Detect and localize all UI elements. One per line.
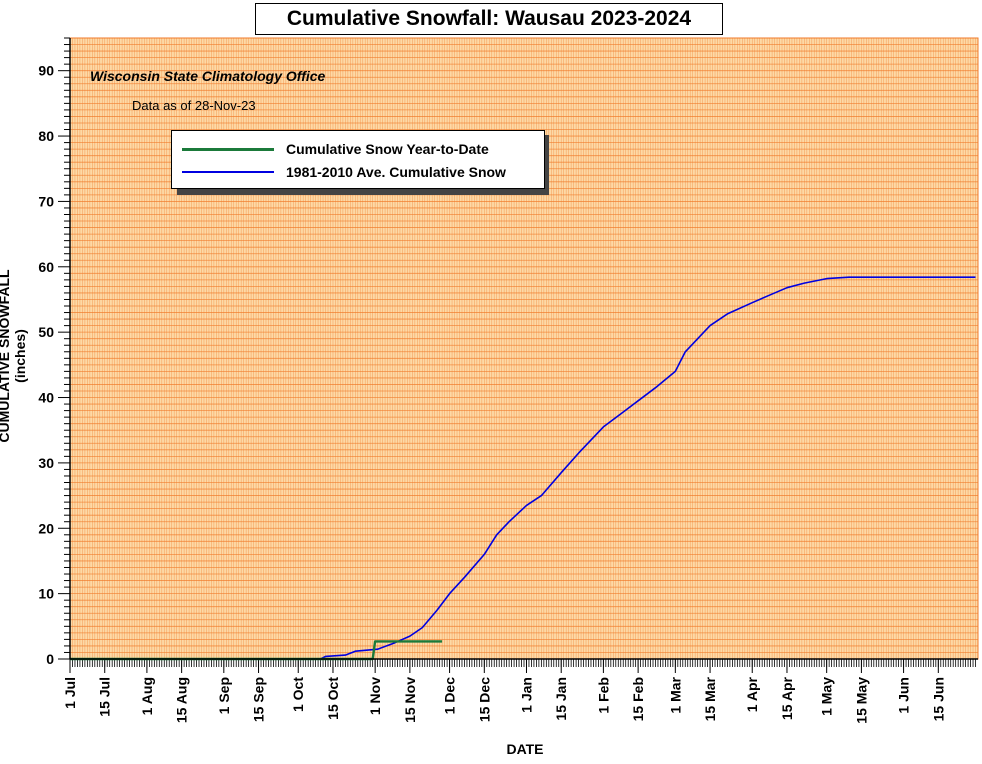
y-tick-label: 10 xyxy=(38,586,54,602)
x-tick-label: 1 Mar xyxy=(667,676,683,713)
x-tick-label: 15 Dec xyxy=(476,677,492,722)
x-tick-label: 15 Nov xyxy=(402,677,418,723)
x-tick-label: 15 Jul xyxy=(97,677,113,717)
x-tick-label: 1 Apr xyxy=(744,676,760,712)
x-tick-label: 15 May xyxy=(853,677,869,724)
x-tick-label: 1 Oct xyxy=(290,677,306,712)
x-tick-label: 15 Jun xyxy=(930,677,946,721)
x-tick-label: 15 Feb xyxy=(630,677,646,721)
chart-title: Cumulative Snowfall: Wausau 2023-2024 xyxy=(255,3,723,35)
legend-item-ytd: Cumulative Snow Year-to-Date xyxy=(182,139,489,159)
y-tick-label: 90 xyxy=(38,63,54,79)
x-tick-label: 1 Feb xyxy=(595,677,611,714)
data-as-of-label: Data as of 28-Nov-23 xyxy=(132,98,256,113)
y-tick-label: 80 xyxy=(38,128,54,144)
y-tick-label: 30 xyxy=(38,455,54,471)
x-tick-label: 1 Nov xyxy=(367,677,383,715)
x-tick-label: 1 Jan xyxy=(518,677,534,713)
x-tick-label: 1 Jul xyxy=(62,677,78,709)
x-tick-label: 15 Apr xyxy=(779,676,795,720)
x-tick-label: 1 Aug xyxy=(139,677,155,715)
x-tick-label: 1 Sep xyxy=(216,677,232,714)
legend-item-avg: 1981-2010 Ave. Cumulative Snow xyxy=(182,162,506,182)
x-tick-label: 15 Aug xyxy=(174,677,190,723)
source-label: Wisconsin State Climatology Office xyxy=(90,68,326,84)
legend-label-ytd: Cumulative Snow Year-to-Date xyxy=(286,141,489,157)
legend-label-avg: 1981-2010 Ave. Cumulative Snow xyxy=(286,164,506,180)
y-tick-label: 60 xyxy=(38,259,54,275)
y-tick-label: 40 xyxy=(38,390,54,406)
legend-swatch-avg xyxy=(182,171,274,173)
y-tick-label: 70 xyxy=(38,193,54,209)
axis-ticks: 0 10 20 30 40 50 60 70 80 90 1 Jul 15 Jul 1 Aug 15 Au… xyxy=(38,37,976,724)
y-axis-label: CUMULATIVE SNOWFALL (inches) xyxy=(0,269,28,443)
y-tick-label: 20 xyxy=(38,520,54,536)
x-tick-label: 15 Sep xyxy=(251,677,267,722)
legend-swatch-ytd xyxy=(182,147,274,151)
x-tick-label: 15 Mar xyxy=(702,676,718,721)
x-tick-label: 15 Oct xyxy=(325,677,341,720)
y-tick-label: 0 xyxy=(46,651,54,667)
y-tick-label: 50 xyxy=(38,324,54,340)
gridlines xyxy=(69,37,979,660)
x-axis-label: DATE xyxy=(506,741,544,757)
x-tick-label: 1 Jun xyxy=(896,677,912,714)
x-tick-label: 1 May xyxy=(819,677,835,716)
average-snow-line xyxy=(70,276,976,660)
x-tick-label: 15 Jan xyxy=(553,677,569,721)
legend: Cumulative Snow Year-to-Date 1981-2010 A… xyxy=(171,130,545,189)
x-tick-label: 1 Dec xyxy=(442,677,458,715)
